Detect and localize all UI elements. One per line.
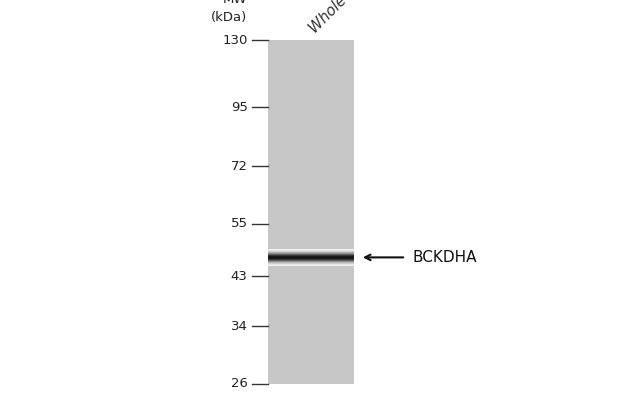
- Text: 55: 55: [230, 217, 248, 230]
- Text: 95: 95: [230, 101, 248, 114]
- Text: 43: 43: [230, 270, 248, 283]
- Text: Whole zebrafish: Whole zebrafish: [307, 0, 400, 36]
- Text: 34: 34: [230, 320, 248, 333]
- Bar: [268, 40, 354, 384]
- Text: 130: 130: [222, 34, 248, 47]
- Text: 72: 72: [230, 160, 248, 173]
- Text: BCKDHA: BCKDHA: [412, 250, 477, 265]
- Text: (kDa): (kDa): [211, 11, 248, 24]
- Text: MW: MW: [223, 0, 248, 6]
- Text: 26: 26: [230, 377, 248, 390]
